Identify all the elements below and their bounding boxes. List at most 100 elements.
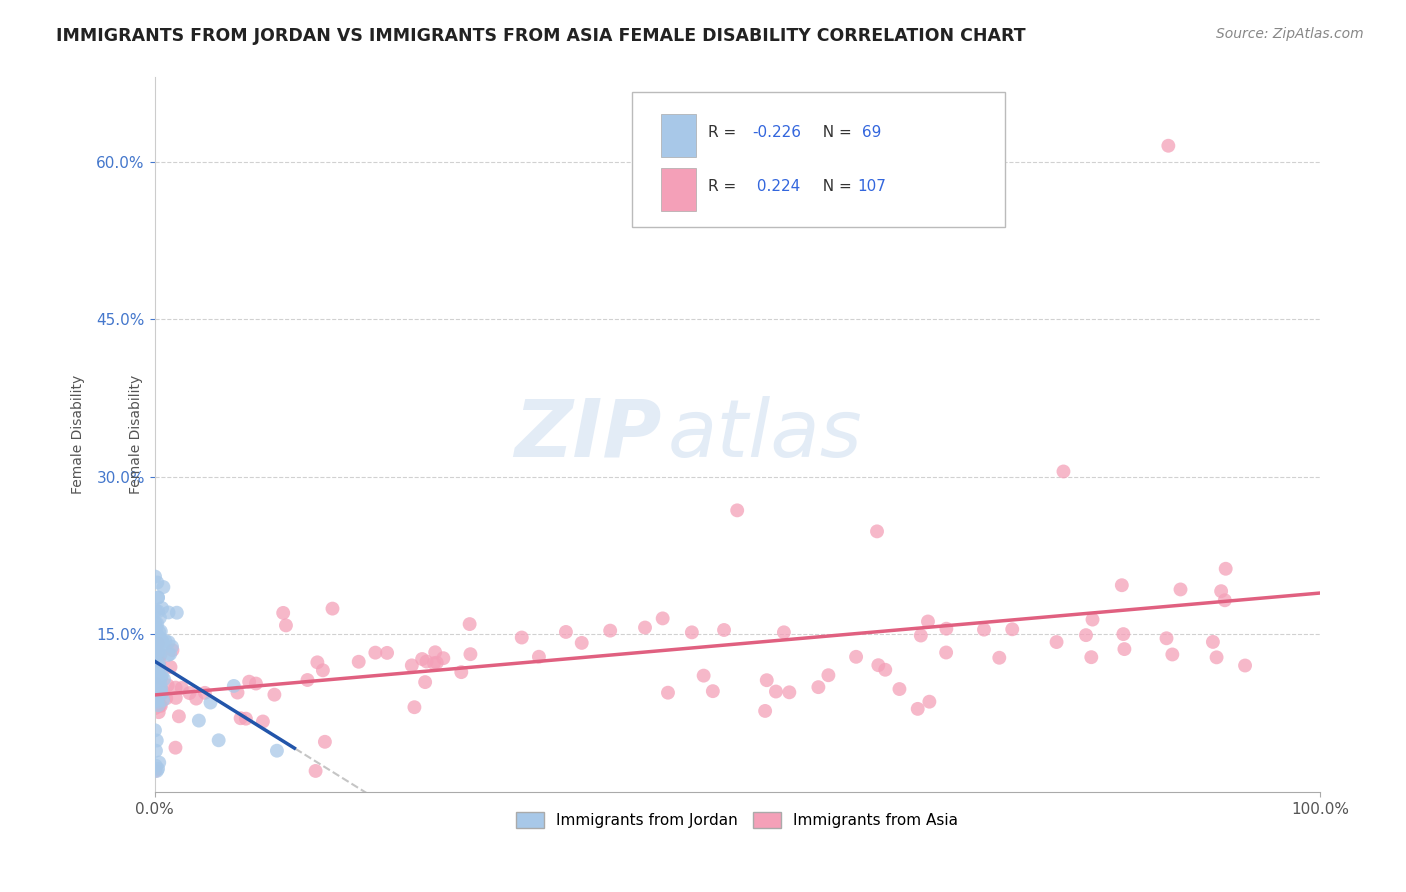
Point [146, 616, 169, 631]
Point [713, 623, 735, 637]
Point [1202, 635, 1225, 649]
Point [148, 667, 170, 681]
Point [143, 645, 166, 659]
Point [238, 674, 260, 689]
Point [157, 635, 180, 649]
Point [165, 681, 187, 695]
Point [187, 714, 209, 728]
Point [1213, 593, 1236, 607]
Point [702, 684, 724, 698]
Point [889, 681, 911, 696]
Text: N =: N = [813, 178, 856, 194]
Point [149, 648, 172, 662]
Point [1211, 584, 1233, 599]
Text: R =: R = [709, 126, 741, 140]
Point [778, 685, 800, 699]
Point [146, 636, 169, 650]
Point [152, 684, 174, 698]
Legend: Immigrants from Jordan, Immigrants from Asia: Immigrants from Jordan, Immigrants from … [510, 806, 965, 834]
Point [415, 655, 437, 669]
Point [229, 711, 252, 725]
Point [145, 691, 167, 706]
Point [910, 628, 932, 642]
Point [155, 691, 177, 706]
Point [1114, 642, 1136, 657]
Point [432, 651, 454, 665]
Point [866, 524, 889, 539]
Text: IMMIGRANTS FROM JORDAN VS IMMIGRANTS FROM ASIA FEMALE DISABILITY CORRELATION CHA: IMMIGRANTS FROM JORDAN VS IMMIGRANTS FRO… [56, 27, 1026, 45]
Point [166, 606, 188, 620]
Point [918, 695, 941, 709]
Point [146, 691, 169, 706]
Point [314, 735, 336, 749]
Point [146, 764, 169, 778]
Point [145, 604, 167, 618]
Point [657, 686, 679, 700]
Point [423, 657, 446, 671]
Point [773, 625, 796, 640]
Point [307, 656, 329, 670]
Point [152, 580, 174, 594]
Point [304, 764, 326, 778]
Point [159, 647, 181, 661]
Point [1074, 628, 1097, 642]
Point [1045, 635, 1067, 649]
Point [143, 615, 166, 630]
Point [200, 696, 222, 710]
Point [150, 633, 173, 648]
Point [143, 569, 166, 583]
Point [170, 681, 193, 695]
Point [145, 626, 167, 640]
Point [146, 591, 169, 605]
Point [1170, 582, 1192, 597]
Point [1161, 648, 1184, 662]
Point [149, 624, 172, 639]
Point [157, 648, 180, 662]
Text: R =: R = [709, 178, 741, 194]
Point [145, 658, 167, 673]
Point [411, 652, 433, 666]
Point [160, 640, 183, 654]
Point [973, 623, 995, 637]
Y-axis label: Female Disability: Female Disability [72, 375, 86, 494]
Point [364, 646, 387, 660]
Point [681, 625, 703, 640]
Point [162, 643, 184, 657]
Point [1001, 622, 1024, 636]
Point [222, 679, 245, 693]
Point [143, 701, 166, 715]
Point [692, 668, 714, 682]
Point [146, 695, 169, 709]
Point [148, 674, 170, 689]
Point [845, 649, 868, 664]
Point [297, 673, 319, 687]
Point [807, 680, 830, 694]
Point [146, 762, 169, 776]
Point [450, 665, 472, 680]
Text: 69: 69 [858, 126, 882, 140]
Point [226, 685, 249, 699]
Point [765, 684, 787, 698]
Point [150, 681, 173, 696]
Point [146, 656, 169, 670]
Point [148, 630, 170, 644]
Point [146, 660, 169, 674]
Point [413, 675, 436, 690]
Point [755, 673, 778, 688]
Point [143, 723, 166, 738]
Point [460, 647, 482, 661]
Point [152, 638, 174, 652]
Point [935, 646, 957, 660]
Point [146, 645, 169, 659]
Point [148, 640, 170, 654]
Point [145, 744, 167, 758]
Point [149, 698, 172, 712]
Point [1081, 613, 1104, 627]
Point [150, 687, 173, 701]
Point [1111, 578, 1133, 592]
Point [935, 622, 957, 636]
Point [149, 610, 172, 624]
Point [148, 666, 170, 681]
Point [167, 709, 190, 723]
Point [148, 690, 170, 704]
